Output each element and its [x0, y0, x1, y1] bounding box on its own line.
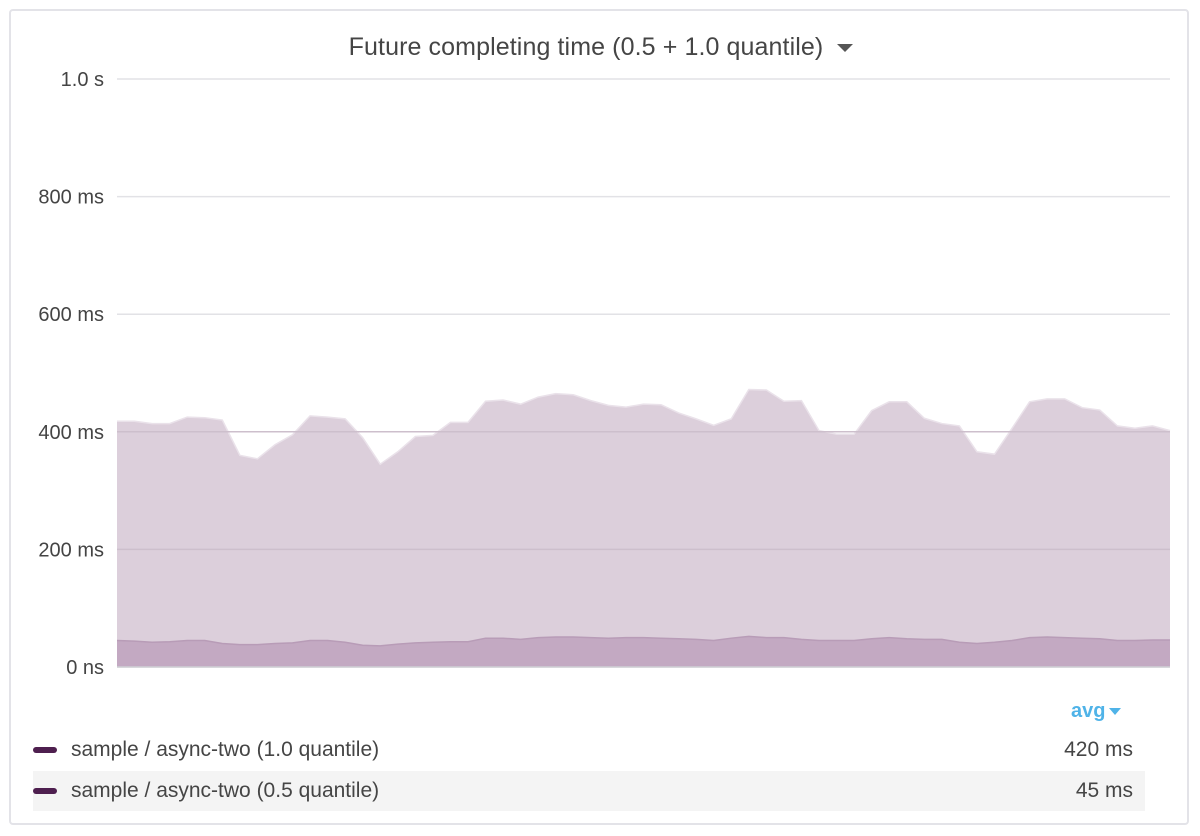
legend-swatch [33, 788, 57, 794]
legend-swatch [33, 747, 57, 753]
legend-series-name: sample / async-two (1.0 quantile) [71, 738, 380, 761]
aggregation-dropdown[interactable]: avg [1071, 700, 1122, 723]
area-series [116, 388, 1171, 668]
series-area-1 [117, 636, 1170, 667]
y-tick-label: 800 ms [38, 187, 104, 209]
chart-title-row: Future completing time (0.5 + 1.0 quanti… [11, 33, 1191, 62]
y-tick-label: 200 ms [38, 539, 104, 561]
legend-item[interactable]: sample / async-two (1.0 quantile) 420 ms [33, 730, 1145, 770]
chart-title: Future completing time (0.5 + 1.0 quanti… [348, 33, 824, 61]
y-tick-label: 400 ms [38, 422, 104, 444]
caret-down-icon [1109, 708, 1122, 716]
y-tick-label: 600 ms [38, 304, 104, 326]
legend-item[interactable]: sample / async-two (0.5 quantile) 45 ms [33, 771, 1145, 811]
y-axis: 1.0 s 800 ms 600 ms 400 ms 200 ms 0 ns [38, 69, 104, 679]
series-line-0 [117, 388, 1171, 466]
series-area-0 [117, 389, 1170, 667]
y-tick-label: 1.0 s [61, 69, 104, 91]
series-line-1 [116, 635, 1170, 647]
legend-series-value: 45 ms [1075, 779, 1133, 802]
legend-series-name: sample / async-two (0.5 quantile) [71, 779, 380, 802]
caret-down-icon[interactable] [837, 44, 854, 53]
legend-series-value: 420 ms [1064, 738, 1133, 761]
aggregation-label: avg [1071, 700, 1106, 722]
y-tick-label: 0 ns [66, 657, 104, 679]
